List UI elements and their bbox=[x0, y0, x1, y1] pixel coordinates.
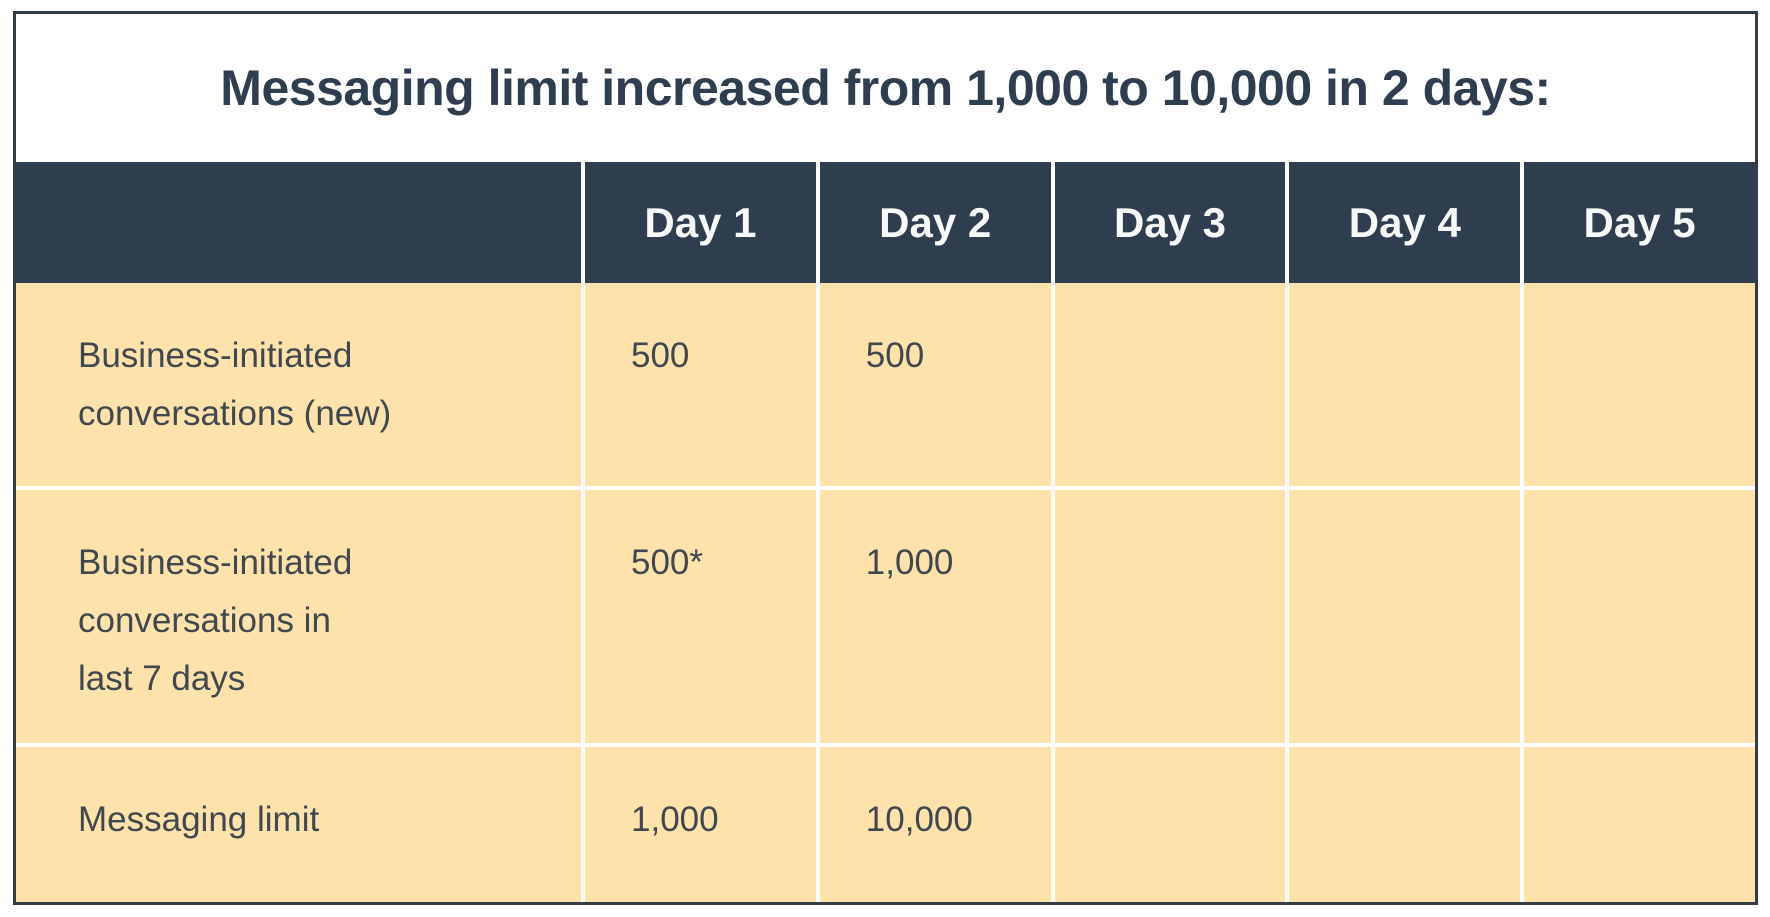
table-cell bbox=[1289, 283, 1521, 486]
row-label: Messaging limit bbox=[16, 747, 581, 902]
table-header-row: Day 1 Day 2 Day 3 Day 4 Day 5 bbox=[16, 162, 1755, 283]
table-cell: 1,000 bbox=[585, 747, 816, 902]
table-cell bbox=[1524, 283, 1755, 486]
row-label: Business-initiated conversations (new) bbox=[16, 283, 581, 486]
column-header-day2: Day 2 bbox=[819, 162, 1051, 283]
title-band: Messaging limit increased from 1,000 to … bbox=[16, 14, 1755, 162]
column-header-day3: Day 3 bbox=[1054, 162, 1286, 283]
column-header-day1: Day 1 bbox=[585, 162, 816, 283]
messaging-limit-table-card: Messaging limit increased from 1,000 to … bbox=[13, 11, 1758, 905]
column-header-day5: Day 5 bbox=[1524, 162, 1755, 283]
table-cell: 500* bbox=[585, 490, 816, 743]
table-cell bbox=[1054, 283, 1286, 486]
table-cell bbox=[1054, 490, 1286, 743]
table-cell: 1,000 bbox=[819, 490, 1051, 743]
table-cell bbox=[1524, 490, 1755, 743]
table-cell: 500 bbox=[819, 283, 1051, 486]
table-cell bbox=[1289, 747, 1521, 902]
table-title: Messaging limit increased from 1,000 to … bbox=[220, 60, 1551, 116]
column-header-blank bbox=[16, 162, 581, 283]
table-body: Business-initiated conversations (new) 5… bbox=[16, 283, 1755, 902]
table-cell bbox=[1054, 747, 1286, 902]
row-label: Business-initiated conversations in last… bbox=[16, 490, 581, 743]
column-header-day4: Day 4 bbox=[1289, 162, 1521, 283]
table-cell: 500 bbox=[585, 283, 816, 486]
table-cell bbox=[1524, 747, 1755, 902]
table-cell: 10,000 bbox=[819, 747, 1051, 902]
table-cell bbox=[1289, 490, 1521, 743]
